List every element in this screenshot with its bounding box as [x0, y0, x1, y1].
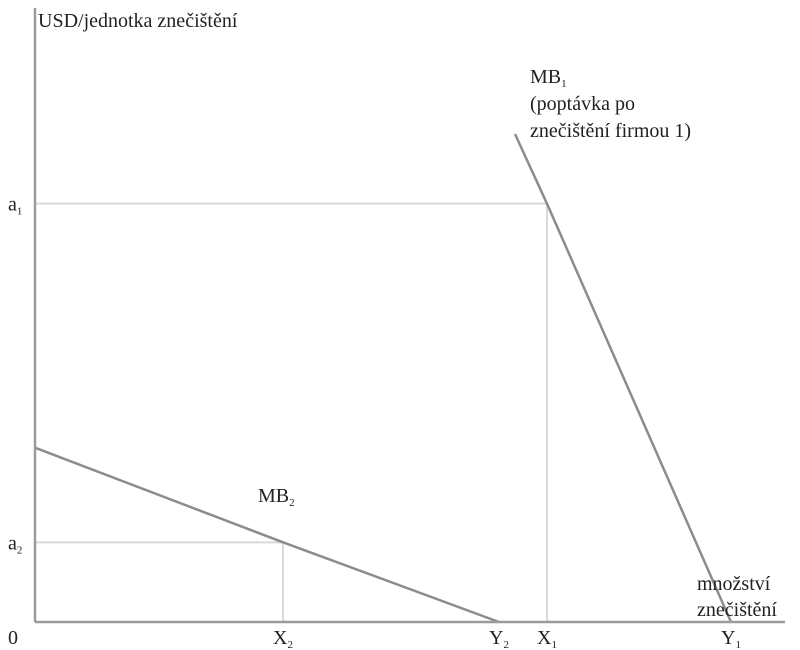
mb1-annotation-line1: (poptávka po: [530, 93, 635, 115]
y-tick-label-a2: a2: [8, 532, 22, 556]
x-axis-label-line2: znečištění: [697, 599, 777, 621]
curve-mb1: [513, 133, 733, 623]
y-tick-label-a1: a1: [8, 194, 22, 218]
tick-labels: X2 Y2 X1 Y1 a1 a2: [8, 194, 741, 650]
x-tick-label-y2: Y2: [489, 627, 509, 650]
x-tick-label-x2: X2: [273, 627, 293, 650]
axes: [33, 8, 785, 624]
mb1-annotation-line2: znečištění firmou 1): [530, 120, 691, 142]
curve-label-mb2: MB2: [258, 485, 295, 509]
demand-curves: [34, 133, 733, 624]
x-axis-label-line1: množství: [697, 573, 771, 595]
origin-label: 0: [8, 627, 18, 649]
curve-mb2: [34, 446, 500, 624]
guide-lines: [35, 202, 548, 622]
x-tick-label-y1: Y1: [721, 627, 741, 650]
y-axis-label: USD/jednotka znečištění: [38, 10, 238, 32]
curve-label-mb1: MB1: [530, 66, 567, 90]
x-tick-label-x1: X1: [537, 627, 557, 650]
